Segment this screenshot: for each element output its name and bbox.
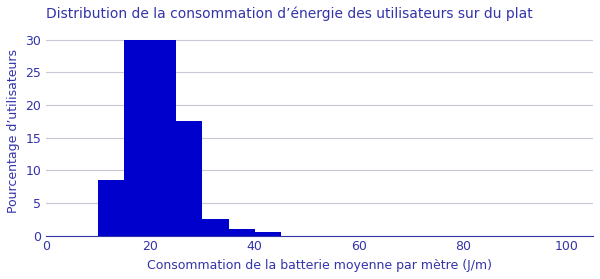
Bar (202, 219, 229, 236)
Bar (176, 121, 202, 236)
Bar (124, 40, 151, 236)
Y-axis label: Pourcentage d’utilisateurs: Pourcentage d’utilisateurs (7, 49, 20, 213)
Bar (98, 180, 124, 236)
Text: Distribution de la consommation d’énergie des utilisateurs sur du plat: Distribution de la consommation d’énergi… (46, 7, 533, 21)
Bar (229, 229, 254, 236)
X-axis label: Consommation de la batterie moyenne par mètre (J/m): Consommation de la batterie moyenne par … (147, 259, 492, 272)
Bar (254, 232, 281, 236)
Bar (151, 40, 176, 236)
